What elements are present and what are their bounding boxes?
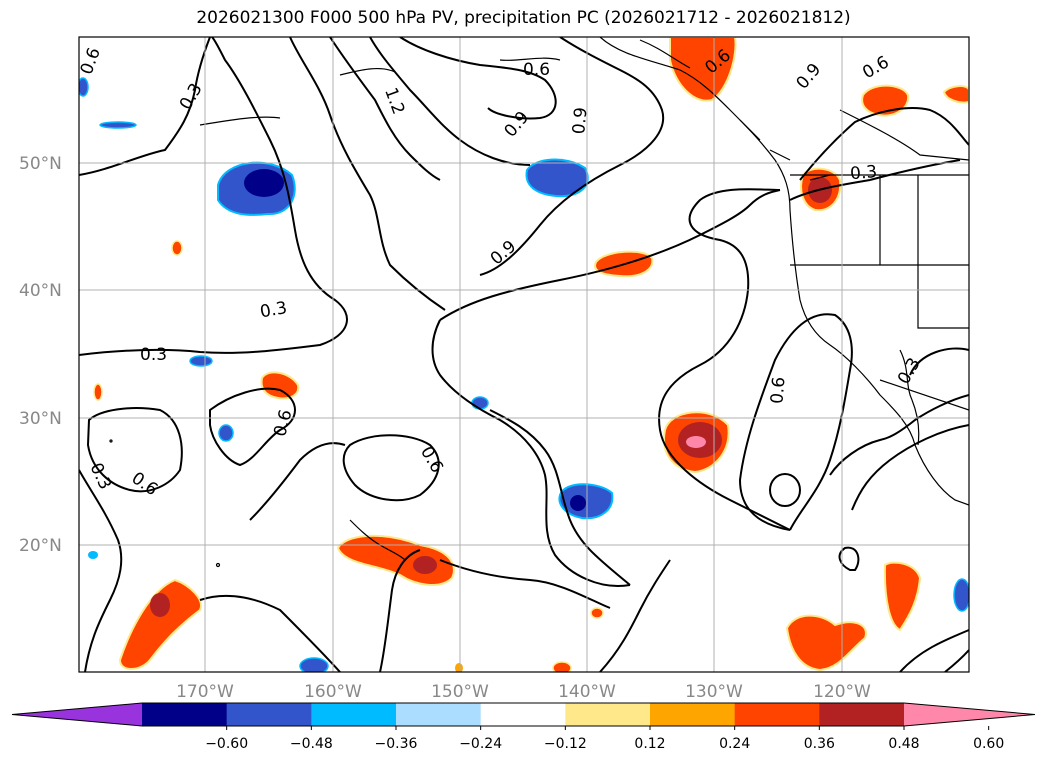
lon-label: 150°W [431, 682, 489, 702]
colorbar-under-triangle [12, 703, 142, 726]
lat-label: 50°N [19, 154, 62, 174]
latitude-labels: 50°N 40°N 30°N 20°N [19, 154, 62, 556]
map-content: 0.6 0.3 0.6 1.2 0.9 0.9 0.6 0.9 0.6 0.9 … [79, 37, 969, 672]
lat-label: 20°N [19, 536, 62, 556]
colorbar-swatch [819, 703, 905, 726]
pv-contours [79, 37, 969, 672]
colorbar-tick-label: −0.60 [205, 736, 248, 752]
colorbar-tick-label: 0.48 [888, 736, 919, 752]
lon-label: 120°W [813, 682, 871, 702]
colorbar-outline [11, 702, 1036, 727]
colorbar-swatch [396, 703, 482, 726]
lon-label: 130°W [685, 682, 743, 702]
colorbar-tick-label: 0.12 [634, 736, 665, 752]
lon-label: 170°W [176, 682, 234, 702]
contour-label: 0.9 [569, 106, 591, 135]
contour-label: 0.3 [849, 162, 878, 184]
colorbar-swatch [480, 703, 566, 726]
contour-label: 0.6 [523, 60, 550, 80]
lon-label: 140°W [558, 682, 616, 702]
colorbar-tick-label: −0.36 [375, 736, 418, 752]
colorbar: −0.60 −0.48 −0.36 −0.24 −0.12 0.12 0.24 0.36 0.4… [11, 702, 1036, 752]
longitude-labels: 170°W 160°W 150°W 140°W 130°W 120°W [176, 682, 871, 702]
contour-label: 0.3 [140, 345, 167, 365]
map-frame [78, 36, 970, 673]
colorbar-tick-label: −0.24 [459, 736, 502, 752]
colorbar-tick-label: −0.12 [544, 736, 587, 752]
map-background [79, 37, 969, 672]
lat-label: 40°N [19, 281, 62, 301]
colorbar-swatch [226, 703, 312, 726]
colorbar-swatch [311, 703, 397, 726]
negative-anomaly-areas [79, 77, 969, 672]
contour-label: 0.6 [767, 376, 789, 405]
colorbar-tick-label: 0.36 [804, 736, 835, 752]
figure-title: 2026021300 F000 500 hPa PV, precipitatio… [196, 8, 851, 28]
colorbar-swatch [734, 703, 820, 726]
lon-label: 160°W [304, 682, 362, 702]
positive-anomaly-areas [93, 37, 969, 672]
lat-label: 30°N [19, 409, 62, 429]
coastlines [109, 37, 969, 568]
colorbar-tick-label: 0.24 [719, 736, 750, 752]
graticule [79, 37, 969, 672]
colorbar-swatch [142, 703, 228, 726]
colorbar-tick-label: −0.48 [290, 736, 333, 752]
contour-label: 0.3 [258, 298, 288, 322]
colorbar-swatch [650, 703, 736, 726]
colorbar-over-triangle [904, 703, 1035, 726]
colorbar-tick-label: 0.60 [973, 736, 1004, 752]
colorbar-swatch [565, 703, 651, 726]
